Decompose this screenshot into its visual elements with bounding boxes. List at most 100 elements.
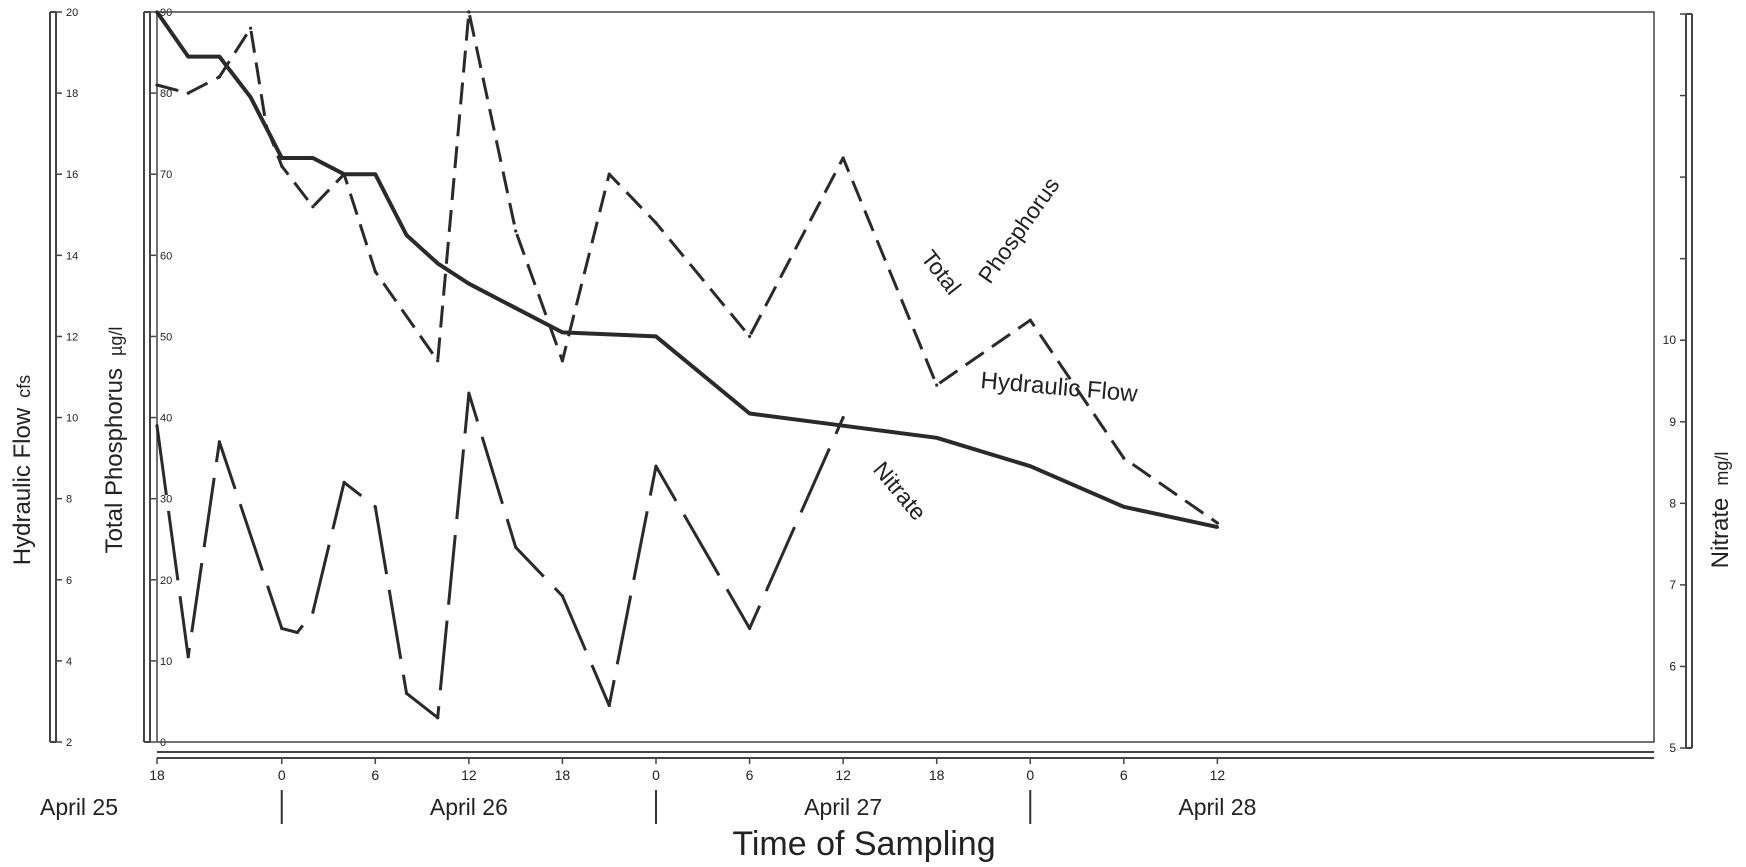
data-point [1215,525,1219,529]
data-point [1122,505,1126,509]
phosphorus-tick-label: 60 [160,250,172,262]
data-point [186,655,190,659]
nitrate-tick-label: 7 [1669,578,1676,592]
data-point [217,440,221,444]
date-labels: April 25 April 26 April 27 April 28 [40,794,1256,820]
data-point [373,505,377,509]
data-point [1215,521,1219,525]
data-point [436,359,440,363]
data-point [607,172,611,176]
phosphorus-axis-ticks: 0 10 20 30 40 50 60 70 80 90 [150,7,172,749]
flow-axis: 2 4 6 8 10 12 14 16 18 20 [49,7,78,749]
data-point [155,10,159,14]
nitrate-axis-label: Nitratemg/l [1707,452,1734,569]
data-point [514,545,518,549]
data-point [654,334,658,338]
data-point [436,261,440,265]
data-point [654,464,658,468]
data-point [155,83,159,87]
data-point [249,26,253,30]
nitrate-tick-label: 5 [1669,741,1676,755]
data-point [560,330,565,334]
data-point [1028,318,1032,322]
data-point [280,156,284,160]
series-line-total-phosphorus [156,10,1219,525]
flow-tick-label: 2 [66,737,72,749]
nitrate-tick-label: 6 [1669,659,1676,673]
flow-tick-label: 18 [66,88,78,100]
data-point [311,610,315,614]
data-point [155,424,159,428]
data-point [249,95,253,99]
phosphorus-tick-label: 70 [160,169,172,181]
time-tick-label: 18 [555,767,571,783]
time-tick-label: 18 [929,767,945,783]
flow-tick-label: 4 [66,656,72,668]
data-point [1122,456,1126,460]
phosphorus-tick-label: 0 [160,737,166,749]
data-point [264,124,268,128]
x-axis-label: Time of Sampling [732,825,995,863]
flow-tick-label: 8 [66,494,72,506]
phosphorus-tick-label: 10 [160,656,172,668]
time-tick-label: 6 [746,767,754,783]
data-point [373,270,377,274]
data-point [186,91,190,95]
data-point [935,436,939,440]
date-label: April 26 [430,794,508,820]
annotation-nitrate: Nitrate [868,457,931,526]
flow-tick-label: 20 [66,7,78,19]
flow-tick-label: 14 [66,250,78,262]
flow-axis-label: Hydraulic Flowcfs [9,375,36,565]
data-point [841,416,845,420]
phosphorus-axis-label: Total Phosphorusµg/l [101,327,128,554]
date-label: April 27 [804,794,882,820]
phosphorus-tick-label: 40 [160,413,172,425]
data-point [373,172,377,176]
time-tick-label: 6 [1120,767,1128,783]
data-point [342,480,346,484]
data-point [514,229,518,233]
data-point [748,411,752,416]
annotation-total: Total [916,245,966,299]
flow-axis-ticks: 2 4 6 8 10 12 14 16 18 20 [56,7,78,749]
data-point [295,630,299,635]
time-tick-label: 12 [1210,767,1226,783]
phosphorus-tick-label: 50 [160,331,172,343]
time-tick-label: 18 [149,767,165,783]
time-axis: 18 0 6 12 18 0 6 12 18 0 6 12 April 25 April 26 April… [40,751,1654,824]
data-point [436,716,440,720]
data-point [467,391,471,395]
data-point [748,334,752,338]
data-point [280,626,284,631]
data-point [841,156,845,160]
data-point [560,359,565,363]
time-axis-ticks: 18 0 6 12 18 0 6 12 18 0 6 12 [149,758,1225,783]
time-tick-label: 0 [652,767,660,783]
data-point [467,10,471,14]
nitrate-tick-label: 10 [1663,333,1677,347]
data-point [841,424,845,428]
day-dividers [280,790,1032,824]
annotation-hydraulic-flow: Hydraulic Flow [979,367,1139,408]
data-point [935,383,939,387]
data-point [311,205,315,209]
data-point [1028,464,1032,468]
date-label: April 28 [1178,794,1256,820]
plot-frame [156,11,1655,743]
series-layer [155,10,1219,720]
data-point [560,594,565,598]
phosphorus-tick-label: 80 [160,88,172,100]
time-tick-label: 0 [278,767,286,783]
annotation-phosphorus: Phosphorus [973,172,1065,287]
phosphorus-tick-label: 20 [160,575,172,587]
flow-tick-label: 6 [66,575,72,587]
nitrate-axis-ticks: 5 6 7 8 9 10 [1663,13,1686,755]
flow-tick-label: 10 [66,413,78,425]
series-line-nitrate [155,391,845,720]
time-tick-label: 6 [371,767,379,783]
date-label: April 25 [40,794,118,820]
data-point [654,221,658,225]
phosphorus-tick-label: 30 [160,494,172,506]
